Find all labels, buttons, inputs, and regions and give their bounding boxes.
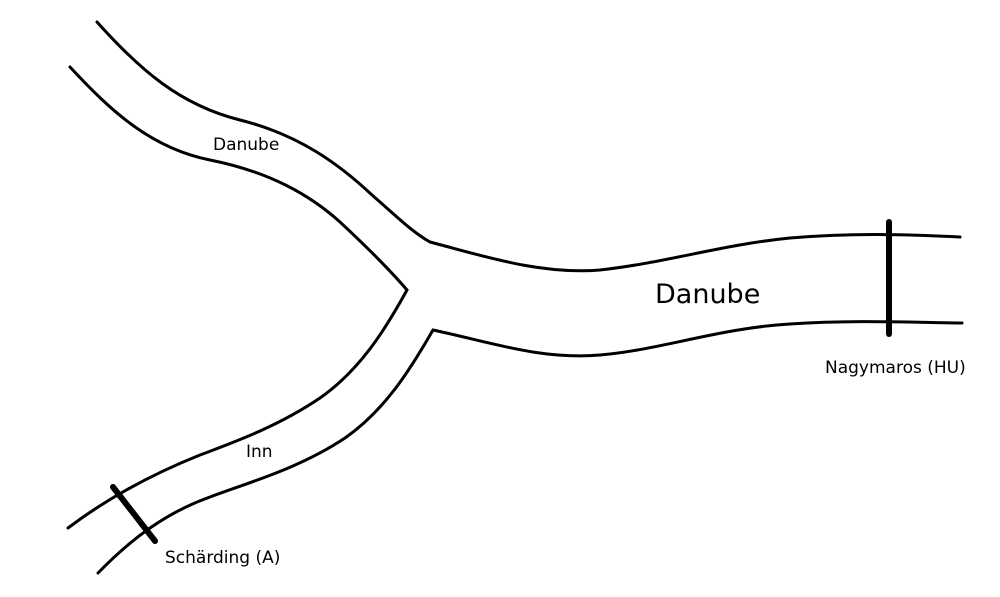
upper-danube-outer-bank	[95, 20, 432, 244]
main-danube-north-bank	[428, 233, 962, 273]
schaerding-gauge-marker	[110, 484, 158, 544]
main-danube-label: Danube	[655, 279, 760, 310]
nagymaros-station-label: Nagymaros (HU)	[825, 358, 966, 378]
inn-outer-bank	[96, 328, 435, 575]
main-danube-south-bank	[431, 320, 964, 358]
inn-label: Inn	[246, 442, 273, 462]
upper-danube-label: Danube	[213, 135, 279, 155]
schaerding-station-label: Schärding (A)	[165, 548, 280, 568]
upper-danube-inner-bank	[68, 65, 409, 292]
inn-inner-bank	[66, 288, 409, 530]
